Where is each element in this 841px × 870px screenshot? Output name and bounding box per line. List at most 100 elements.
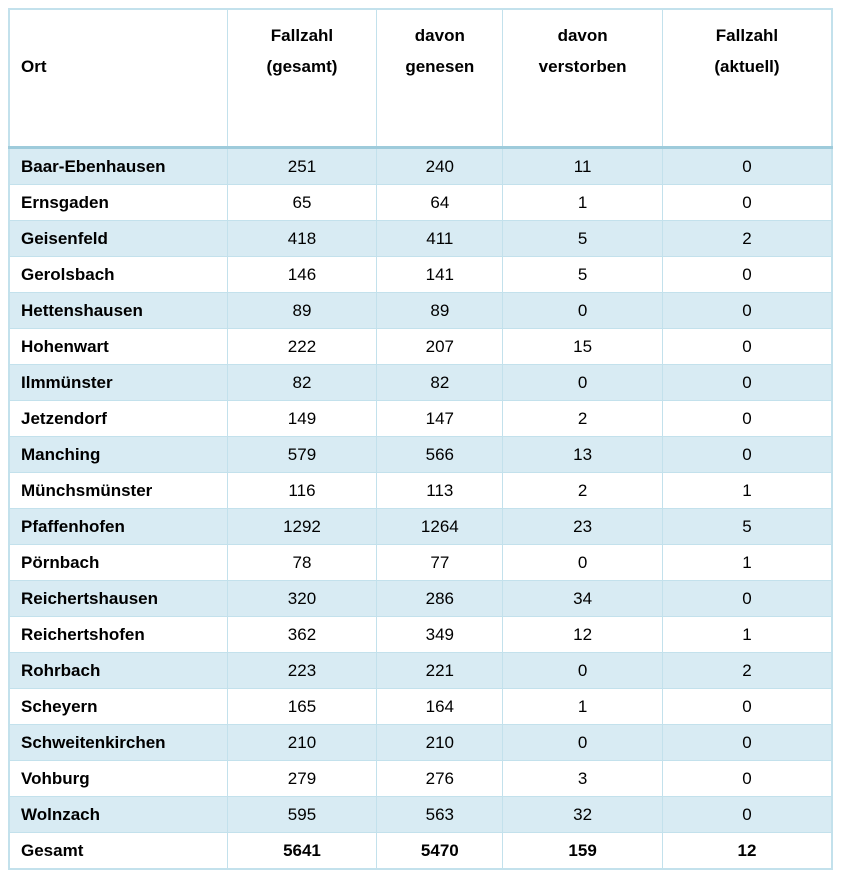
genesen-value-cell: 349: [376, 616, 504, 653]
table-row: Jetzendorf 149 147 2 0: [8, 400, 833, 437]
genesen-value-cell: 1264: [376, 508, 504, 545]
genesen-value-cell: 5470: [376, 832, 504, 870]
genesen-value-cell: 89: [376, 292, 504, 329]
ort-cell: Reichertshofen: [8, 616, 228, 653]
ort-cell: Münchsmünster: [8, 472, 228, 509]
ort-cell: Baar-Ebenhausen: [8, 147, 228, 185]
genesen-value-cell: 141: [376, 256, 504, 293]
ort-cell: Scheyern: [8, 688, 228, 725]
column-header-davon-genesen: davon genesen: [376, 8, 504, 149]
aktuell-value-cell: 0: [661, 400, 833, 437]
table-row: Manching 579 566 13 0: [8, 436, 833, 473]
table-row: Reichertshausen 320 286 34 0: [8, 580, 833, 617]
gesamt-value-cell: 5641: [226, 832, 378, 870]
verstorben-value-cell: 0: [502, 364, 663, 401]
aktuell-value-cell: 2: [661, 652, 833, 689]
genesen-value-cell: 64: [376, 184, 504, 221]
gesamt-value-cell: 595: [226, 796, 378, 833]
table-row: Pfaffenhofen 1292 1264 23 5: [8, 508, 833, 545]
table-row: Geisenfeld 418 411 5 2: [8, 220, 833, 257]
table-row: Vohburg 279 276 3 0: [8, 760, 833, 797]
aktuell-value-cell: 0: [661, 328, 833, 365]
table-row: Münchsmünster 116 113 2 1: [8, 472, 833, 509]
gesamt-value-cell: 279: [226, 760, 378, 797]
ort-cell: Gesamt: [8, 832, 228, 870]
aktuell-value-cell: 0: [661, 436, 833, 473]
verstorben-value-cell: 0: [502, 544, 663, 581]
aktuell-value-cell: 1: [661, 616, 833, 653]
cases-table-container: Ort Fallzahl (gesamt) davon genesen davo…: [8, 8, 833, 870]
verstorben-value-cell: 3: [502, 760, 663, 797]
genesen-value-cell: 210: [376, 724, 504, 761]
gesamt-value-cell: 579: [226, 436, 378, 473]
table-row: Hohenwart 222 207 15 0: [8, 328, 833, 365]
verstorben-value-cell: 0: [502, 292, 663, 329]
verstorben-value-cell: 5: [502, 220, 663, 257]
table-row: Rohrbach 223 221 0 2: [8, 652, 833, 689]
verstorben-value-cell: 34: [502, 580, 663, 617]
column-header-label: verstorben: [538, 57, 627, 76]
gesamt-value-cell: 78: [226, 544, 378, 581]
aktuell-value-cell: 0: [661, 724, 833, 761]
column-header-davon-verstorben: davon verstorben: [502, 8, 663, 149]
column-header-label: davon: [557, 26, 608, 45]
column-header-label: Fallzahl: [270, 26, 334, 45]
genesen-value-cell: 147: [376, 400, 504, 437]
aktuell-value-cell: 0: [661, 147, 833, 185]
verstorben-value-cell: 2: [502, 400, 663, 437]
ort-cell: Hettenshausen: [8, 292, 228, 329]
genesen-value-cell: 113: [376, 472, 504, 509]
genesen-value-cell: 240: [376, 147, 504, 185]
verstorben-value-cell: 0: [502, 652, 663, 689]
table-row: Scheyern 165 164 1 0: [8, 688, 833, 725]
verstorben-value-cell: 23: [502, 508, 663, 545]
gesamt-value-cell: 89: [226, 292, 378, 329]
gesamt-value-cell: 418: [226, 220, 378, 257]
table-body: Baar-Ebenhausen 251 240 11 0 Ernsgaden 65 64 1 0 G…: [8, 147, 833, 870]
ort-cell: Ernsgaden: [8, 184, 228, 221]
aktuell-value-cell: 0: [661, 364, 833, 401]
genesen-value-cell: 563: [376, 796, 504, 833]
column-header-label: davon: [414, 26, 465, 45]
ort-cell: Ilmmünster: [8, 364, 228, 401]
column-header-label: Fallzahl: [715, 26, 779, 45]
gesamt-value-cell: 149: [226, 400, 378, 437]
gesamt-value-cell: 320: [226, 580, 378, 617]
verstorben-value-cell: 1: [502, 184, 663, 221]
table-row: Ilmmünster 82 82 0 0: [8, 364, 833, 401]
aktuell-value-cell: 1: [661, 472, 833, 509]
aktuell-value-cell: 12: [661, 832, 833, 870]
ort-cell: Reichertshausen: [8, 580, 228, 617]
gesamt-value-cell: 146: [226, 256, 378, 293]
column-header-label: (aktuell): [714, 57, 780, 76]
verstorben-value-cell: 2: [502, 472, 663, 509]
verstorben-value-cell: 1: [502, 688, 663, 725]
column-header-fallzahl-gesamt: Fallzahl (gesamt): [226, 8, 378, 149]
genesen-value-cell: 82: [376, 364, 504, 401]
aktuell-value-cell: 0: [661, 184, 833, 221]
gesamt-value-cell: 210: [226, 724, 378, 761]
column-header-ort: Ort: [8, 8, 228, 149]
verstorben-value-cell: 15: [502, 328, 663, 365]
genesen-value-cell: 207: [376, 328, 504, 365]
aktuell-value-cell: 0: [661, 580, 833, 617]
aktuell-value-cell: 2: [661, 220, 833, 257]
genesen-value-cell: 411: [376, 220, 504, 257]
gesamt-value-cell: 165: [226, 688, 378, 725]
aktuell-value-cell: 5: [661, 508, 833, 545]
column-header-label: (gesamt): [266, 57, 338, 76]
aktuell-value-cell: 0: [661, 796, 833, 833]
column-header-fallzahl-aktuell: Fallzahl (aktuell): [661, 8, 833, 149]
ort-cell: Jetzendorf: [8, 400, 228, 437]
verstorben-value-cell: 159: [502, 832, 663, 870]
ort-cell: Gerolsbach: [8, 256, 228, 293]
aktuell-value-cell: 0: [661, 292, 833, 329]
gesamt-value-cell: 223: [226, 652, 378, 689]
aktuell-value-cell: 0: [661, 760, 833, 797]
table-row: Pörnbach 78 77 0 1: [8, 544, 833, 581]
aktuell-value-cell: 0: [661, 688, 833, 725]
ort-cell: Pfaffenhofen: [8, 508, 228, 545]
table-row: Ernsgaden 65 64 1 0: [8, 184, 833, 221]
aktuell-value-cell: 0: [661, 256, 833, 293]
